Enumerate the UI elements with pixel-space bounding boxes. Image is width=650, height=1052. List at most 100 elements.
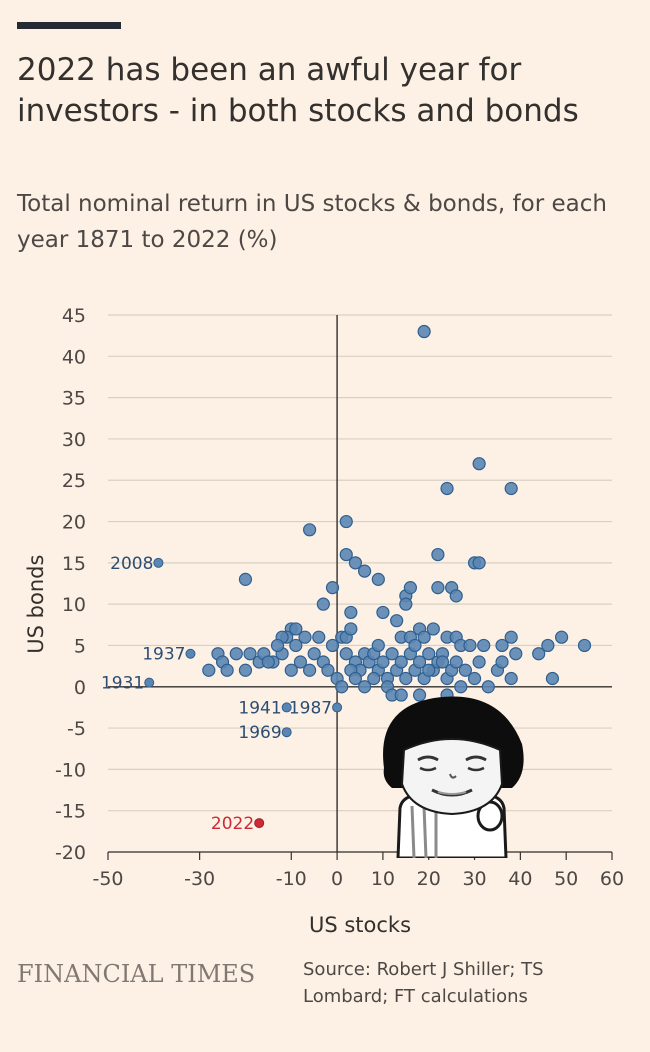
data-point (390, 614, 404, 628)
data-point (495, 638, 509, 653)
data-point (339, 514, 353, 529)
y-tick-label: 10 (62, 594, 86, 616)
data-point (243, 647, 257, 661)
data-point (229, 647, 243, 661)
data-point (293, 655, 308, 669)
data-point (344, 622, 358, 636)
data-point (371, 572, 385, 586)
y-tick-label: -10 (55, 759, 86, 781)
data-point (344, 605, 358, 620)
data-point (376, 605, 390, 620)
data-point (541, 638, 555, 653)
data-point (339, 647, 353, 661)
x-tick-label: -30 (184, 868, 215, 890)
data-point (504, 671, 518, 686)
data-point (335, 680, 349, 694)
point-label: 1969 (238, 723, 281, 743)
data-point (454, 680, 468, 694)
data-point (449, 655, 463, 669)
point-label: 1941 (238, 698, 281, 718)
data-point (220, 663, 234, 677)
data-point (339, 547, 353, 562)
x-tick-label: 40 (508, 868, 532, 890)
y-tick-label: 30 (62, 429, 86, 451)
y-tick-label: 5 (74, 635, 86, 657)
chart-title: 2022 has been an awful year for investor… (17, 52, 579, 129)
data-point (422, 663, 436, 677)
data-point (357, 564, 372, 578)
data-point (435, 655, 450, 669)
data-point (472, 457, 486, 471)
data-point (422, 647, 436, 661)
ft-top-rule (17, 22, 121, 29)
data-point (532, 647, 546, 661)
x-tick-label: 0 (331, 868, 343, 890)
point-label: 2008 (110, 554, 153, 574)
data-point (431, 547, 445, 562)
y-tick-label: -20 (55, 842, 86, 864)
data-point (261, 655, 275, 669)
data-point (385, 647, 399, 661)
data-point (325, 581, 340, 595)
data-point (303, 523, 317, 537)
data-point (325, 638, 340, 653)
data-point (312, 630, 326, 644)
data-point (440, 481, 454, 496)
chart-subtitle: Total nominal return in US stocks & bond… (17, 191, 607, 253)
data-point (307, 647, 321, 661)
data-point (472, 655, 486, 669)
y-tick-label: 35 (62, 388, 86, 410)
data-point (238, 663, 253, 677)
y-tick-label: 25 (62, 470, 86, 492)
data-point (412, 655, 427, 669)
x-tick-label: 10 (371, 868, 395, 890)
data-point (357, 680, 372, 694)
labeled-data-point (144, 677, 155, 688)
x-tick-label: -50 (92, 868, 123, 890)
labeled-data-point (281, 702, 292, 713)
data-point (403, 581, 417, 595)
data-point (554, 630, 569, 644)
data-point (577, 638, 592, 653)
data-point (463, 638, 477, 653)
data-point (399, 671, 413, 686)
y-tick-label: 0 (74, 677, 86, 699)
point-label: 1987 (289, 698, 332, 718)
data-point (321, 663, 335, 677)
y-tick-label: 15 (62, 553, 86, 575)
data-point (238, 572, 253, 586)
data-point (431, 581, 445, 595)
data-point (298, 630, 312, 644)
point-label: 2022 (211, 814, 254, 834)
data-point (303, 663, 317, 677)
data-point (449, 589, 463, 603)
data-point (394, 688, 408, 702)
data-point (504, 630, 518, 644)
labeled-data-point (332, 702, 343, 713)
x-tick-label: -10 (276, 868, 307, 890)
x-tick-label: 50 (554, 868, 578, 890)
data-point (458, 663, 472, 677)
data-point (348, 671, 363, 686)
y-tick-label: -5 (67, 718, 86, 740)
labeled-data-point (254, 818, 265, 829)
data-point (284, 663, 298, 677)
x-tick-label: 30 (462, 868, 486, 890)
data-point (289, 638, 303, 653)
data-point (270, 638, 285, 653)
x-tick-label: 60 (600, 868, 624, 890)
labeled-data-point (185, 648, 196, 659)
data-point (202, 663, 216, 677)
data-point (371, 638, 385, 653)
data-point (417, 324, 431, 339)
data-point (376, 655, 390, 669)
data-point (399, 597, 413, 611)
data-point (367, 671, 381, 686)
financial-times-logo: FINANCIAL TIMES (17, 960, 256, 988)
y-axis-title: US bonds (24, 555, 48, 654)
panda-meme-face-icon (383, 696, 524, 858)
data-point (509, 647, 523, 661)
data-point (504, 481, 518, 496)
x-axis-title: US stocks (309, 913, 411, 937)
